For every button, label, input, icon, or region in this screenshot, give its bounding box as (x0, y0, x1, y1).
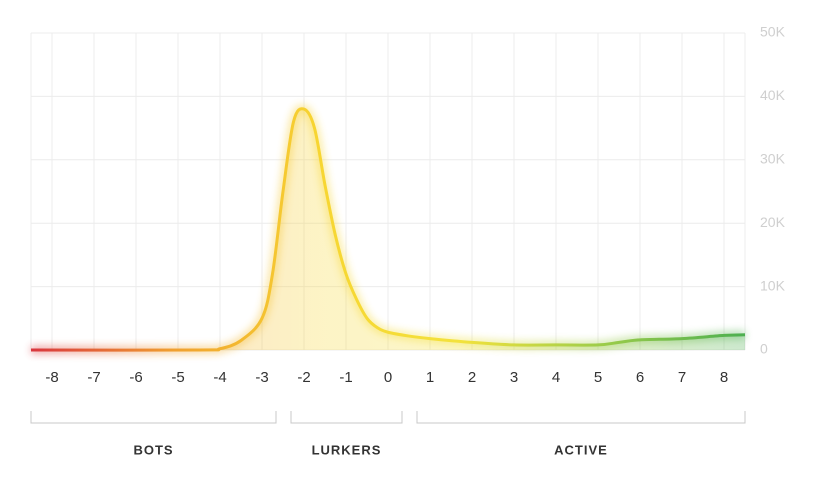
group-label: LURKERS (312, 442, 382, 457)
x-tick-label: 0 (384, 369, 392, 386)
x-tick-label: 2 (468, 369, 476, 386)
y-tick-label: 0 (760, 341, 768, 357)
line (30, 107, 746, 352)
x-tick-label: -4 (213, 369, 226, 386)
y-tick-label: 40K (760, 87, 786, 103)
group-label: ACTIVE (554, 442, 608, 457)
x-tick-label: -1 (339, 369, 352, 386)
x-tick-label: 1 (426, 369, 434, 386)
x-tick-label: 8 (720, 369, 728, 386)
x-tick-label: 4 (552, 369, 560, 386)
x-tick-label: -6 (129, 369, 142, 386)
group-label: BOTS (133, 442, 173, 457)
x-tick-label: -7 (87, 369, 100, 386)
x-tick-label: -2 (297, 369, 310, 386)
y-tick-label: 10K (760, 277, 786, 293)
x-tick-label: -3 (255, 369, 268, 386)
x-tick-label: 6 (636, 369, 644, 386)
x-tick-label: -8 (45, 369, 58, 386)
group-bracket (30, 411, 277, 424)
x-tick-label: 3 (510, 369, 518, 386)
x-tick-label: 5 (594, 369, 602, 386)
y-tick-label: 50K (760, 24, 786, 40)
y-tick-label: 30K (760, 151, 786, 167)
x-tick-label: -5 (171, 369, 184, 386)
group-bracket (290, 411, 403, 424)
y-tick-label: 20K (760, 214, 786, 230)
x-tick-label: 7 (678, 369, 686, 386)
group-bracket (416, 411, 746, 424)
